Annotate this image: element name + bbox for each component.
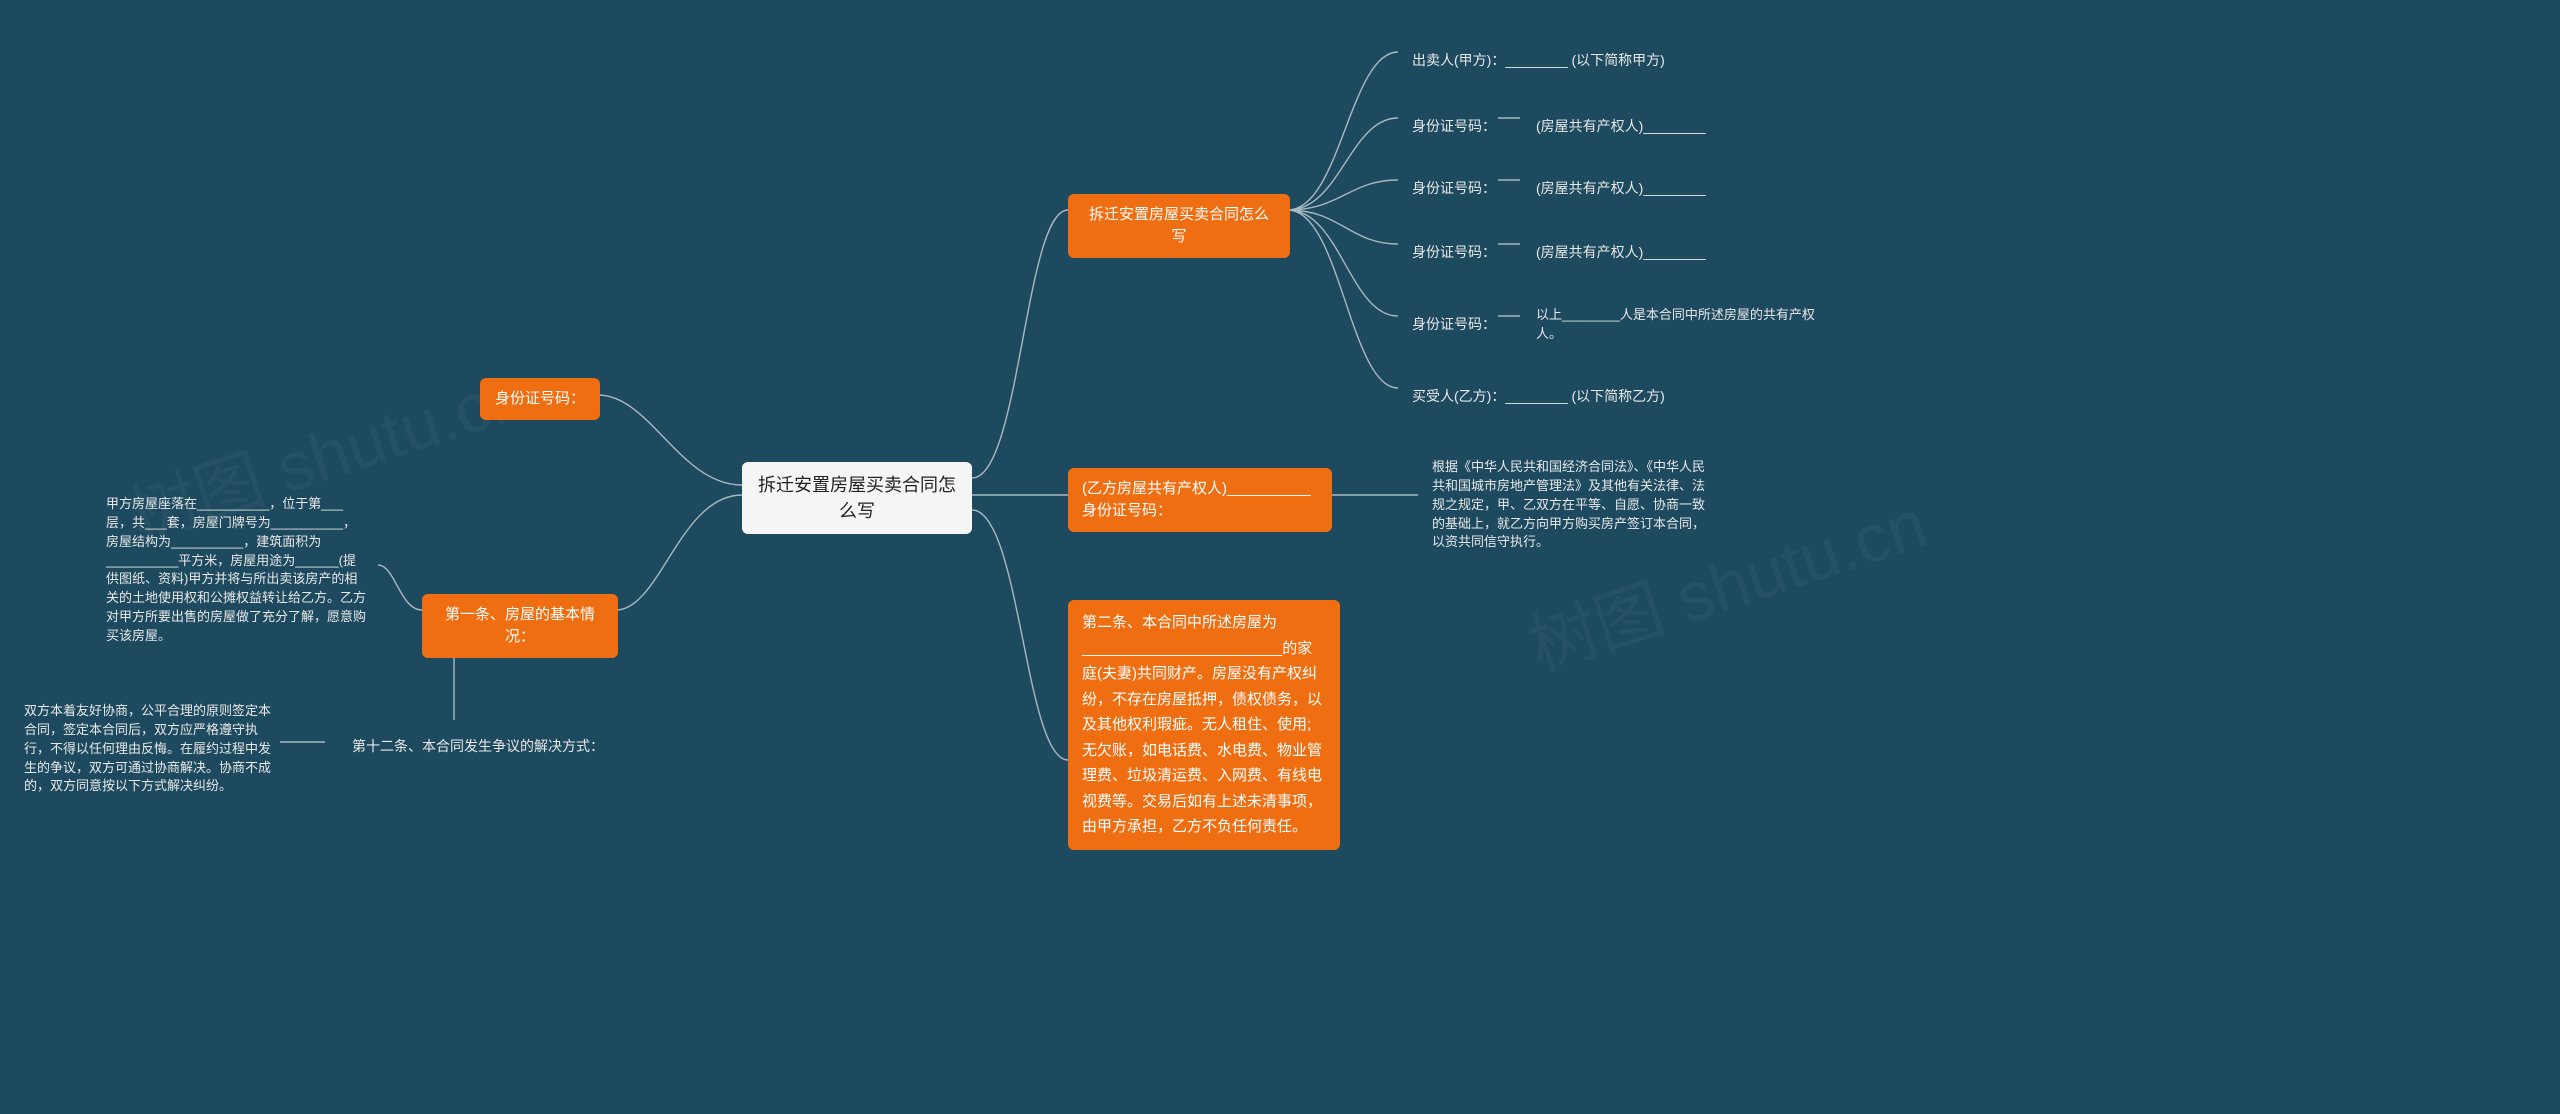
leaf-id1-label: 身份证号码：	[1398, 106, 1510, 147]
leaf-id1-sub: (房屋共有产权人)________	[1522, 106, 1720, 147]
node-label: (乙方房屋共有产权人)__________身份证号码：	[1082, 480, 1310, 519]
left-node-id[interactable]: 身份证号码：	[480, 378, 600, 420]
leaf-id4-sub: 以上________人是本合同中所述房屋的共有产权人。	[1522, 296, 1834, 354]
left-node-article12[interactable]: 第十二条、本合同发生争议的解决方式：	[328, 726, 618, 767]
right-node-title[interactable]: 拆迁安置房屋买卖合同怎么写	[1068, 194, 1290, 258]
leaf-article12-text: 双方本着友好协商，公平合理的原则签定本合同，签定本合同后，双方应严格遵守执行，不…	[10, 692, 286, 806]
leaf-id2-label: 身份证号码：	[1398, 168, 1510, 209]
node-label: 第一条、房屋的基本情况：	[445, 606, 595, 645]
node-label: 第十二条、本合同发生争议的解决方式：	[352, 738, 604, 754]
left-node-article1[interactable]: 第一条、房屋的基本情况：	[422, 594, 618, 658]
leaf-id4-label: 身份证号码：	[1398, 304, 1510, 345]
root-node[interactable]: 拆迁安置房屋买卖合同怎么写	[742, 462, 972, 534]
node-label: 第二条、本合同中所述房屋为________________________的家庭…	[1082, 614, 1322, 835]
leaf-id3-sub: (房屋共有产权人)________	[1522, 232, 1720, 273]
leaf-id3-label: 身份证号码：	[1398, 232, 1510, 273]
right-node-buyer-id[interactable]: (乙方房屋共有产权人)__________身份证号码：	[1068, 468, 1332, 532]
leaf-buyer: 买受人(乙方)：________ (以下简称乙方)	[1398, 376, 1679, 417]
right-node-article2[interactable]: 第二条、本合同中所述房屋为________________________的家庭…	[1068, 600, 1340, 850]
node-label: 拆迁安置房屋买卖合同怎么写	[1089, 206, 1269, 245]
leaf-seller: 出卖人(甲方)：________ (以下简称甲方)	[1398, 40, 1679, 81]
leaf-article1-text: 甲方房屋座落在__________，位于第___层，共___套，房屋门牌号为__…	[92, 485, 382, 656]
leaf-legal-basis: 根据《中华人民共和国经济合同法》、《中华人民共和国城市房地产管理法》及其他有关法…	[1418, 448, 1730, 562]
leaf-id2-sub: (房屋共有产权人)________	[1522, 168, 1720, 209]
node-label: 身份证号码：	[495, 390, 585, 407]
connectors	[0, 0, 2560, 1114]
root-label: 拆迁安置房屋买卖合同怎么写	[758, 475, 956, 521]
